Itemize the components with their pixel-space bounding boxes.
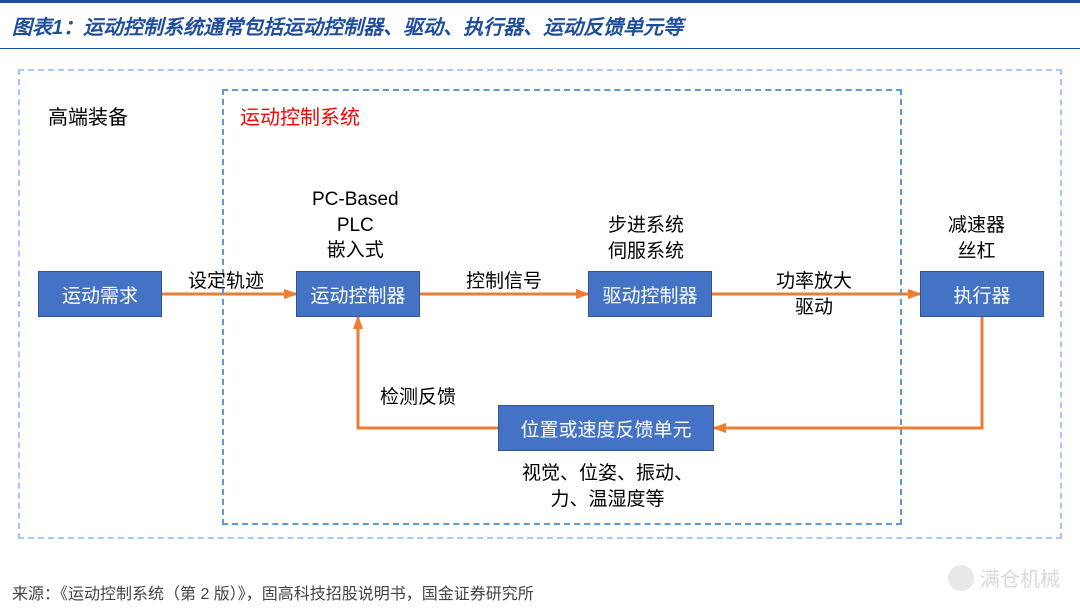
node-demand: 运动需求 [38,271,162,317]
node-feedback: 位置或速度反馈单元 [498,405,714,451]
node-actuator: 执行器 [920,271,1044,317]
watermark: 满仓机械 [948,563,1060,592]
label-l_power: 功率放大 驱动 [776,269,852,320]
label-l_act: 减速器 丝杠 [948,213,1005,264]
node-driver: 驱动控制器 [588,271,712,317]
label-l_detect: 检测反馈 [380,385,456,411]
label-l_drive: 步进系统 伺服系统 [608,213,684,264]
label-l_sense: 视觉、位姿、振动、 力、温湿度等 [522,461,693,512]
chart-title: 图表1：运动控制系统通常包括运动控制器、驱动、执行器、运动反馈单元等 [0,0,1080,49]
outer-box-title: 高端装备 [48,101,128,130]
diagram-canvas: 高端装备 运动控制系统运动需求 运动控制器 驱动控制器 执行器位置或速度反馈单元 设定轨迹… [0,49,1080,557]
wechat-icon [948,565,974,591]
source-citation: 来源：《运动控制系统（第 2 版）》，固高科技招股说明书，国金证券研究所 [12,580,534,604]
inner-box-title: 运动控制系统 [240,101,360,130]
label-l_signal: 控制信号 [466,269,542,295]
watermark-text: 满仓机械 [980,563,1060,592]
node-controller: 运动控制器 [296,271,420,317]
label-l_path: 设定轨迹 [188,269,264,295]
label-l_ctrl: PC-Based PLC 嵌入式 [312,187,399,264]
